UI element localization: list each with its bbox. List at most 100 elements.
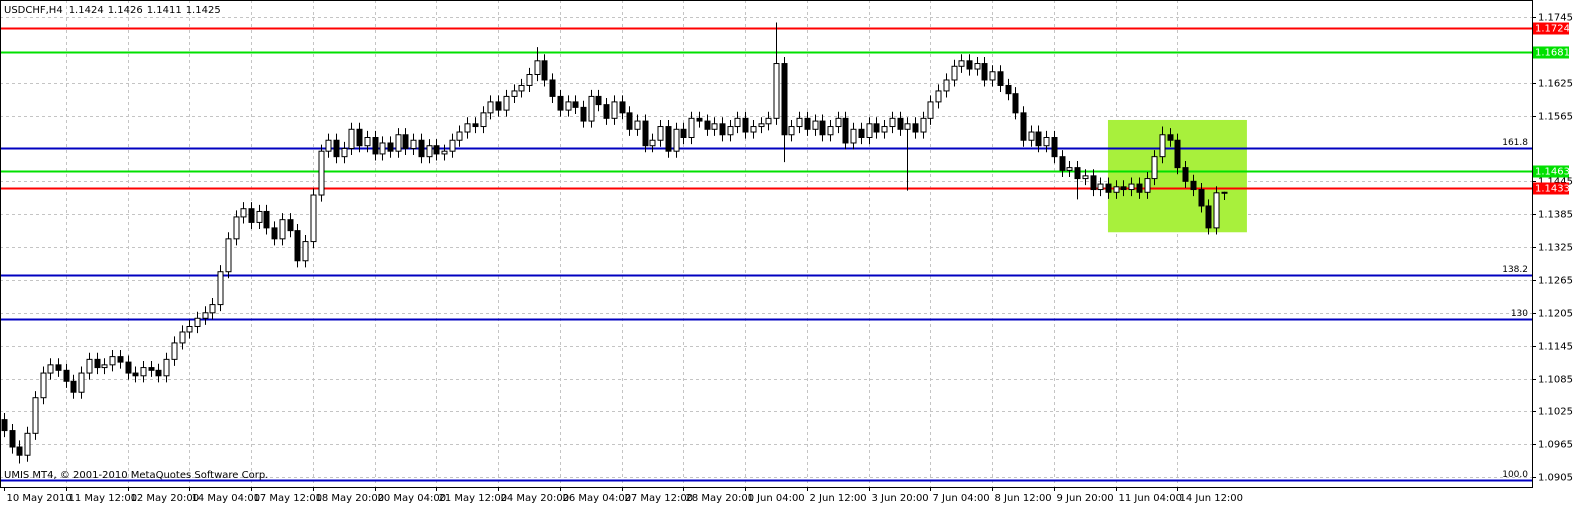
candle-body bbox=[233, 216, 240, 240]
candle-body bbox=[981, 63, 988, 81]
x-tick-label: 17 May 12:00 bbox=[254, 493, 323, 504]
candle-body bbox=[1090, 175, 1097, 191]
candle-body bbox=[1074, 167, 1081, 180]
candle-body bbox=[611, 101, 618, 119]
candle-body bbox=[603, 104, 610, 119]
candle-body bbox=[649, 139, 656, 147]
y-tick-label: 1.1145 bbox=[1538, 342, 1573, 353]
x-tick-label: 26 May 04:00 bbox=[563, 493, 632, 504]
candle-body bbox=[464, 123, 471, 133]
candle-body bbox=[1213, 192, 1220, 229]
candle-body bbox=[534, 60, 541, 76]
candle-body bbox=[804, 117, 811, 130]
candle-body bbox=[657, 126, 664, 141]
y-tick-label: 1.1625 bbox=[1538, 79, 1573, 90]
candle-body bbox=[812, 120, 819, 130]
y-tick-label: 1.1445 bbox=[1538, 177, 1573, 188]
candle-body bbox=[148, 367, 155, 371]
price-level-box bbox=[1533, 46, 1569, 59]
candle-layer bbox=[1, 22, 1228, 464]
candle-body bbox=[781, 63, 788, 136]
candle-body bbox=[974, 63, 981, 70]
candle-body bbox=[179, 331, 186, 344]
price-level-label: 1.1724 bbox=[1535, 24, 1570, 35]
x-tick-label: 3 Jun 20:00 bbox=[872, 493, 929, 504]
candle-body bbox=[456, 131, 463, 141]
price-level-label: 1.1463 bbox=[1535, 167, 1570, 178]
candle-body bbox=[511, 90, 518, 97]
candle-body bbox=[1136, 183, 1143, 193]
candle-body bbox=[1059, 156, 1066, 171]
candle-body bbox=[1005, 84, 1012, 95]
candle-body bbox=[881, 126, 888, 133]
candle-body bbox=[503, 95, 510, 111]
candle-body bbox=[1144, 178, 1151, 193]
x-tick-label: 12 May 20:00 bbox=[131, 493, 200, 504]
candle-body bbox=[209, 304, 216, 314]
candle-body bbox=[402, 134, 409, 149]
candle-body bbox=[395, 134, 402, 152]
candle-body bbox=[572, 101, 579, 108]
y-tick-label: 1.1325 bbox=[1538, 243, 1573, 254]
last-open: 1.1424 bbox=[69, 5, 104, 16]
candle-body bbox=[1051, 136, 1058, 158]
candle-body bbox=[256, 210, 263, 223]
x-tick-label: 7 Jun 04:00 bbox=[933, 493, 990, 504]
candle-body bbox=[927, 101, 934, 119]
level-layer bbox=[0, 27, 1532, 482]
candle-body bbox=[665, 126, 672, 152]
candle-body bbox=[410, 139, 417, 149]
candle-body bbox=[70, 380, 77, 393]
candle-body bbox=[1043, 136, 1050, 147]
candle-body bbox=[943, 79, 950, 92]
candle-body bbox=[680, 128, 687, 138]
candle-body bbox=[472, 123, 479, 128]
candle-body bbox=[32, 397, 39, 434]
candle-body bbox=[1174, 139, 1181, 169]
candle-body bbox=[734, 117, 741, 128]
candle-body bbox=[541, 60, 548, 81]
candle-body bbox=[1159, 134, 1166, 158]
candle-body bbox=[1190, 180, 1197, 191]
candle-body bbox=[819, 120, 826, 136]
candle-body bbox=[634, 120, 641, 130]
y-tick-label: 1.1265 bbox=[1538, 276, 1573, 287]
candle-body bbox=[704, 120, 711, 130]
candle-body bbox=[897, 117, 904, 130]
candle-body bbox=[1097, 183, 1104, 191]
candle-body bbox=[379, 142, 386, 155]
x-tick-label: 20 May 04:00 bbox=[378, 493, 447, 504]
candle-body bbox=[1082, 175, 1089, 180]
y-tick-label: 1.1085 bbox=[1538, 375, 1573, 386]
candle-body bbox=[557, 95, 564, 111]
candle-body bbox=[1198, 189, 1205, 207]
candle-body bbox=[1167, 134, 1174, 141]
y-tick-label: 1.0965 bbox=[1538, 440, 1573, 451]
candle-body bbox=[966, 60, 973, 70]
candle-body bbox=[619, 101, 626, 114]
candle-body bbox=[696, 117, 703, 122]
candle-body bbox=[673, 128, 680, 152]
candle-body bbox=[426, 145, 433, 158]
candle-body bbox=[727, 126, 734, 136]
candle-body bbox=[1035, 131, 1042, 147]
candle-body bbox=[495, 101, 502, 111]
candle-body bbox=[55, 364, 62, 371]
candle-body bbox=[835, 117, 842, 128]
candle-body bbox=[873, 123, 880, 133]
x-tick-label: 2 Jun 12:00 bbox=[810, 493, 867, 504]
candle-body bbox=[163, 358, 170, 377]
candle-body bbox=[418, 139, 425, 158]
candle-body bbox=[595, 95, 602, 106]
candle-body bbox=[302, 241, 309, 262]
candle-body bbox=[889, 117, 896, 128]
y-tick-label: 1.1205 bbox=[1538, 309, 1573, 320]
candle-body bbox=[1020, 112, 1027, 141]
price-level-label: 1.1433 bbox=[1535, 184, 1570, 195]
candle-body bbox=[688, 117, 695, 138]
last-close: 1.1425 bbox=[186, 5, 221, 16]
candle-body bbox=[16, 446, 23, 456]
candle-body bbox=[294, 230, 301, 262]
symbol: USDCHF,H4 bbox=[4, 5, 63, 16]
candle-body bbox=[356, 128, 363, 147]
